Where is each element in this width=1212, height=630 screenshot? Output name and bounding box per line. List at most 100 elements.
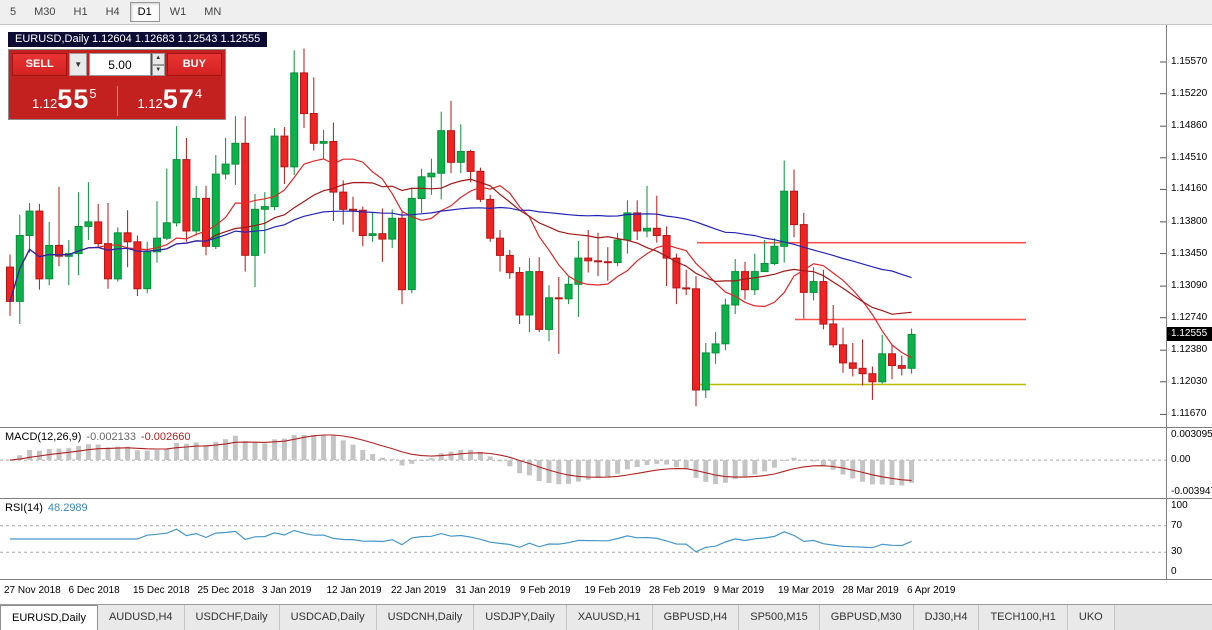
macd-histogram-bar	[223, 439, 229, 461]
candle	[741, 271, 749, 291]
macd-histogram-bar	[840, 460, 846, 475]
chart-tab[interactable]: GBPUSD,M30	[819, 605, 914, 630]
rsi-axis-label: 0	[1171, 566, 1177, 577]
macd-histogram-bar	[95, 444, 101, 460]
buy-price-pip: 4	[194, 86, 203, 101]
rsi-value: 48.2989	[47, 502, 88, 514]
rsi-canvas[interactable]	[0, 499, 1166, 579]
timeframe-button-h4[interactable]: H4	[105, 6, 120, 18]
macd-histogram-bar	[575, 460, 581, 482]
candle	[143, 251, 152, 290]
moving-average-line[interactable]	[9, 158, 912, 359]
moving-average-line[interactable]	[9, 206, 912, 302]
macd-histogram-bar	[379, 457, 385, 461]
candle	[211, 173, 220, 247]
macd-histogram-bar	[860, 460, 866, 482]
timeframe-toolbar: 5 M30 H1 H4 D1 W1 MN	[0, 0, 1212, 25]
candle	[770, 245, 779, 265]
chart-tab[interactable]: USDCNH,Daily	[376, 605, 475, 630]
rsi-label: RSI(14)	[5, 502, 43, 514]
candle	[133, 241, 142, 290]
chart-tab[interactable]: DJ30,H4	[913, 605, 980, 630]
timeframe-button-5[interactable]: 5	[10, 6, 17, 18]
chart-tab[interactable]: AUDUSD,H4	[97, 605, 185, 630]
macd-histogram-bar	[311, 435, 317, 461]
macd-value: -0.002133	[86, 431, 136, 443]
candle	[760, 263, 769, 273]
buy-button[interactable]: BUY	[166, 53, 223, 76]
chart-tab[interactable]: TECH100,H1	[979, 605, 1068, 630]
chart-tab[interactable]: GBPUSD,H4	[652, 605, 740, 630]
time-axis[interactable]: 27 Nov 2018 6 Dec 2018 15 Dec 2018 25 Dec 2…	[0, 580, 1212, 604]
timeframe-button-mn[interactable]: MN	[204, 6, 222, 18]
macd-histogram-bar	[105, 447, 111, 461]
macd-histogram-bar	[497, 460, 503, 462]
macd-histogram-bar	[281, 438, 287, 461]
candle	[515, 272, 524, 316]
candle	[554, 297, 563, 300]
candle	[682, 287, 691, 290]
timeframe-button-w1[interactable]: W1	[169, 6, 187, 18]
ohlc-readout: EURUSD,Daily 1.12604 1.12683 1.12543 1.1…	[8, 32, 268, 47]
pane-separator[interactable]	[0, 427, 1212, 428]
macd-histogram-bar	[134, 450, 140, 460]
timeframe-button-m30[interactable]: M30	[34, 6, 56, 18]
candle	[319, 141, 328, 144]
candle	[466, 151, 475, 172]
macd-canvas[interactable]	[0, 428, 1166, 498]
macd-histogram-bar	[56, 448, 62, 461]
candle	[74, 226, 83, 255]
pane-separator[interactable]	[0, 579, 1212, 580]
rsi-axis-label: 100	[1171, 500, 1188, 511]
macd-histogram-bar	[66, 448, 72, 461]
rsi-title: RSI(14) 48.2989	[5, 502, 88, 514]
macd-histogram-bar	[879, 460, 885, 485]
timeframe-button-d1[interactable]: D1	[129, 2, 160, 22]
macd-histogram-bar	[438, 453, 444, 461]
candle	[162, 222, 171, 239]
macd-histogram-bar	[252, 442, 258, 460]
volume-input[interactable]	[88, 53, 151, 76]
pane-separator[interactable]	[0, 498, 1212, 499]
sell-price-display[interactable]: 1.12555	[12, 84, 117, 116]
macd-histogram-bar	[17, 455, 23, 460]
candle	[221, 163, 230, 175]
sell-button[interactable]: SELL	[12, 53, 68, 76]
chart-tab[interactable]: XAUUSD,H1	[566, 605, 653, 630]
volume-stepper-up[interactable]: ▲	[151, 53, 165, 65]
candle	[182, 159, 191, 232]
candle	[407, 197, 416, 291]
sell-price-pip: 5	[89, 86, 97, 101]
chart-tab[interactable]: USDJPY,Daily	[474, 605, 567, 630]
buy-price-display[interactable]: 1.12574	[118, 84, 223, 116]
macd-histogram-bar	[477, 451, 483, 460]
macd-histogram-bar	[232, 435, 238, 461]
macd-histogram-bar	[340, 440, 346, 460]
time-axis-label: 9 Mar 2019	[713, 585, 765, 596]
candle	[545, 297, 553, 330]
macd-histogram-bar	[556, 460, 562, 485]
candle	[241, 142, 250, 256]
chart-tab[interactable]: USDCAD,Daily	[279, 605, 377, 630]
candle	[476, 170, 485, 200]
macd-histogram-bar	[203, 445, 209, 461]
macd-histogram-bar	[428, 458, 434, 461]
candle	[711, 343, 720, 354]
chart-tab[interactable]: EURUSD,Daily	[0, 605, 98, 630]
candle	[848, 362, 857, 369]
macd-histogram-bar	[909, 460, 915, 483]
chart-tab[interactable]: USDCHF,Daily	[184, 605, 280, 630]
candle	[731, 271, 740, 306]
timeframe-button-h1[interactable]: H1	[73, 6, 88, 18]
candle	[368, 233, 377, 236]
macd-histogram-bar	[693, 460, 699, 478]
candle	[329, 141, 338, 193]
price-axis[interactable]	[1166, 25, 1212, 579]
chart-tab[interactable]: UKO	[1067, 605, 1115, 630]
candle	[417, 176, 426, 200]
volume-dropdown-button[interactable]: ▼	[69, 53, 87, 76]
volume-stepper-down[interactable]: ▼	[151, 64, 165, 76]
candle	[456, 151, 465, 163]
chart-tab[interactable]: SP500,M15	[739, 605, 820, 630]
macd-histogram-bar	[125, 446, 131, 460]
